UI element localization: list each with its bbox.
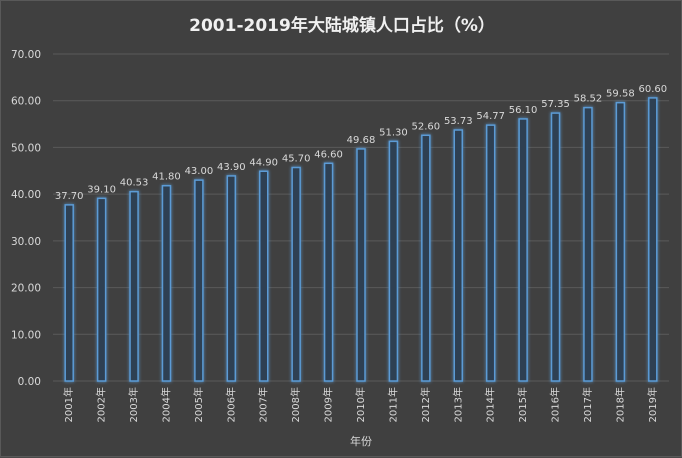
y-tick-label: 70.00 <box>11 49 41 61</box>
bar <box>453 129 464 382</box>
bar <box>356 148 366 382</box>
data-label: 44.90 <box>249 157 278 168</box>
y-tick-label: 60.00 <box>11 96 41 108</box>
bar <box>291 166 301 382</box>
bar <box>550 112 561 382</box>
y-tick-label: 10.00 <box>11 329 41 341</box>
x-tick-label: 2004年 <box>159 387 172 422</box>
x-tick-label: 2016年 <box>549 387 562 422</box>
x-tick-label: 2018年 <box>613 387 626 422</box>
bar <box>388 140 399 382</box>
bar <box>485 124 496 382</box>
data-label: 46.60 <box>314 149 343 160</box>
x-tick-label: 2003年 <box>127 387 140 422</box>
y-tick-label: 20.00 <box>11 283 41 295</box>
bar <box>226 175 237 382</box>
bar <box>421 134 431 382</box>
data-label: 58.52 <box>574 94 603 105</box>
bar <box>194 179 204 382</box>
data-label: 54.77 <box>476 111 505 122</box>
bar <box>258 170 269 382</box>
y-tick-label: 50.00 <box>11 142 41 154</box>
x-tick-label: 2006年 <box>224 387 237 422</box>
x-tick-label: 2011年 <box>386 387 399 422</box>
bar <box>648 97 658 382</box>
data-label: 59.58 <box>606 89 635 100</box>
x-tick-label: 2008年 <box>289 387 302 422</box>
x-tick-label: 2009年 <box>322 387 335 422</box>
data-label: 51.30 <box>379 127 408 138</box>
bar <box>518 118 528 382</box>
bar <box>161 184 172 382</box>
x-tick-label: 2013年 <box>451 387 464 422</box>
data-label: 43.00 <box>185 166 214 177</box>
bar <box>96 197 107 382</box>
x-tick-label: 2017年 <box>581 387 594 422</box>
data-label: 56.10 <box>509 105 538 116</box>
data-label: 53.73 <box>444 116 473 127</box>
data-label: 40.53 <box>120 178 149 189</box>
bar <box>323 162 334 382</box>
data-label: 57.35 <box>541 99 570 110</box>
x-tick-label: 2010年 <box>354 387 367 422</box>
x-tick-label: 2005年 <box>192 387 205 422</box>
y-tick-label: 40.00 <box>11 189 41 201</box>
data-label: 43.90 <box>217 162 246 173</box>
data-label: 49.68 <box>347 135 376 146</box>
x-tick-label: 2015年 <box>516 387 529 422</box>
bar <box>64 204 74 382</box>
data-label: 60.60 <box>638 84 667 95</box>
bar <box>615 101 626 382</box>
bar <box>129 190 139 382</box>
x-axis-title: 年份 <box>350 434 372 448</box>
x-tick-label: 2002年 <box>95 387 108 422</box>
data-label: 39.10 <box>87 184 116 195</box>
data-label: 37.70 <box>55 191 84 202</box>
x-tick-label: 2019年 <box>646 387 659 422</box>
data-label: 41.80 <box>152 172 181 183</box>
x-tick-label: 2014年 <box>484 387 497 422</box>
data-label: 45.70 <box>282 154 311 165</box>
y-tick-label: 0.00 <box>18 376 41 388</box>
x-tick-label: 2001年 <box>62 387 75 422</box>
bar <box>583 106 593 382</box>
y-tick-label: 30.00 <box>11 236 41 248</box>
chart-title: 2001-2019年大陆城镇人口占比（%） <box>189 16 495 36</box>
x-tick-label: 2012年 <box>419 387 432 422</box>
data-label: 52.60 <box>412 121 441 132</box>
x-tick-label: 2007年 <box>257 387 270 422</box>
